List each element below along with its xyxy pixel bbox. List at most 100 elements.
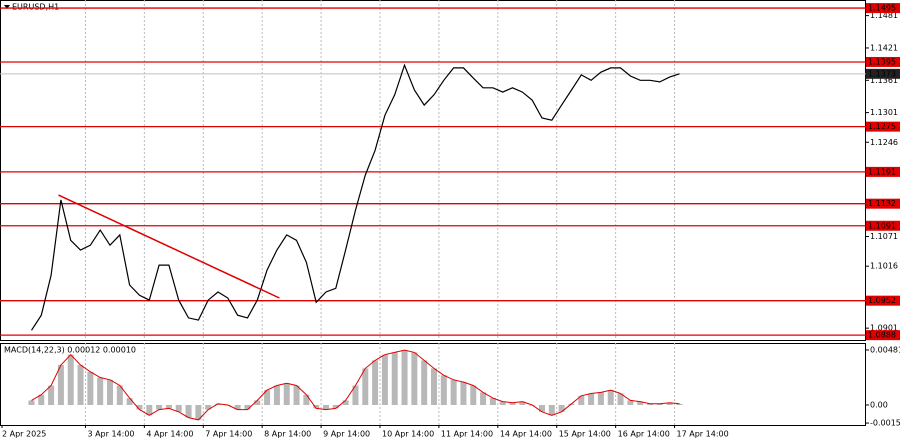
macd-bar — [558, 404, 565, 412]
macd-bar — [146, 404, 153, 416]
macd-bar — [342, 400, 349, 405]
level-label-bg — [866, 295, 900, 306]
macd-bar — [519, 401, 526, 405]
x-tick-label: 16 Apr 14:00 — [618, 430, 670, 439]
macd-bar — [126, 398, 133, 405]
macd-bar — [362, 368, 369, 405]
macd-bar — [607, 390, 614, 405]
macd-bar — [470, 385, 477, 405]
macd-bar — [48, 385, 55, 405]
macd-bar — [431, 368, 437, 405]
macd-bar — [401, 350, 408, 405]
macd-bar — [57, 364, 64, 405]
x-tick-label: 10 Apr 14:00 — [382, 430, 434, 439]
macd-bar — [165, 404, 172, 409]
y-tick-label: 1.1301 — [870, 108, 898, 117]
level-label-bg — [866, 3, 900, 14]
macd-bar — [480, 392, 487, 405]
macd-bar — [215, 403, 221, 405]
macd-bar — [656, 403, 663, 405]
macd-y-tick-label: 0.00 — [870, 400, 888, 409]
macd-bar — [627, 400, 634, 405]
macd-bar — [391, 352, 398, 405]
macd-bar — [548, 404, 555, 416]
level-label-bg — [866, 220, 900, 231]
x-tick-label: 7 Apr 14:00 — [205, 430, 252, 439]
macd-bar — [637, 401, 644, 405]
macd-bar — [77, 364, 84, 405]
level-label: 1.0888 — [868, 331, 896, 340]
macd-bar — [156, 404, 163, 410]
y-tick-label: 1.1421 — [870, 43, 898, 52]
macd-bar — [332, 404, 339, 409]
macd-bar — [234, 404, 241, 410]
macd-bar — [676, 403, 683, 405]
x-tick-label: 11 Apr 14:00 — [441, 430, 493, 439]
level-label-bg — [866, 121, 900, 132]
y-tick-label: 1.1481 — [870, 11, 898, 20]
macd-bar — [597, 392, 604, 405]
level-label: 1.1091 — [868, 221, 896, 230]
macd-bar — [185, 404, 192, 418]
x-tick-label: 4 Apr 14:00 — [146, 430, 193, 439]
macd-bar — [647, 403, 653, 405]
level-label: 1.0952 — [868, 296, 896, 305]
macd-bar — [381, 354, 388, 405]
macd-signal-line — [31, 349, 680, 421]
level-label: 1.1191 — [868, 167, 896, 176]
macd-bar — [293, 385, 300, 405]
price-line — [30, 63, 680, 331]
macd-bar — [303, 394, 310, 405]
symbol-icon — [4, 5, 10, 9]
macd-bar — [254, 400, 261, 405]
price-panel — [0, 0, 866, 341]
macd-bar — [273, 385, 280, 405]
macd-bar — [588, 393, 595, 405]
chart-title: EURUSD,H1 — [12, 3, 59, 12]
macd-bar — [499, 401, 506, 405]
level-label-bg — [866, 198, 900, 209]
x-tick-label: 3 Apr 14:00 — [87, 430, 134, 439]
level-label: 1.1395 — [868, 57, 896, 66]
level-label-bg — [866, 166, 900, 177]
macd-bar — [539, 404, 545, 412]
macd-bar — [617, 393, 624, 405]
macd-bar — [107, 379, 113, 405]
macd-y-tick-label: -0.00158 — [870, 419, 900, 428]
macd-bar — [67, 354, 74, 405]
macd-bar — [509, 402, 516, 405]
macd-bar — [97, 377, 104, 405]
macd-bar — [352, 385, 359, 405]
macd-bar — [244, 404, 251, 410]
current-price-bg — [866, 68, 900, 79]
y-tick-label: 1.1361 — [870, 76, 898, 85]
macd-bar — [421, 360, 428, 405]
macd-label: MACD(14,22,3) 0.00012 0.00010 — [4, 346, 136, 355]
x-tick-label: 15 Apr 14:00 — [559, 430, 611, 439]
macd-bar — [666, 402, 673, 405]
y-tick-label: 1.0901 — [870, 324, 898, 333]
level-label-bg — [866, 330, 900, 341]
y-tick-label: 1.1246 — [870, 138, 898, 147]
current-price-label: 1.1373 — [868, 69, 896, 78]
x-tick-label: 2 Apr 2025 — [2, 430, 46, 439]
macd-bar — [283, 383, 290, 405]
x-tick-label: 14 Apr 14:00 — [500, 430, 552, 439]
macd-bar — [195, 404, 202, 420]
macd-bar — [38, 394, 45, 405]
macd-bar — [372, 360, 379, 405]
trendline — [58, 194, 280, 299]
x-tick-label: 9 Apr 14:00 — [323, 430, 370, 439]
macd-bar — [116, 385, 123, 405]
y-tick-label: 1.1016 — [870, 262, 898, 271]
macd-y-tick-label: 0.00481 — [870, 345, 900, 354]
macd-bar — [323, 404, 329, 410]
macd-bar — [460, 382, 467, 405]
macd-panel — [0, 343, 866, 426]
macd-bar — [136, 404, 143, 410]
macd-bar — [175, 404, 182, 412]
macd-bar — [313, 404, 320, 409]
x-tick-label: 17 Apr 14:00 — [677, 430, 729, 439]
macd-bar — [411, 352, 418, 405]
